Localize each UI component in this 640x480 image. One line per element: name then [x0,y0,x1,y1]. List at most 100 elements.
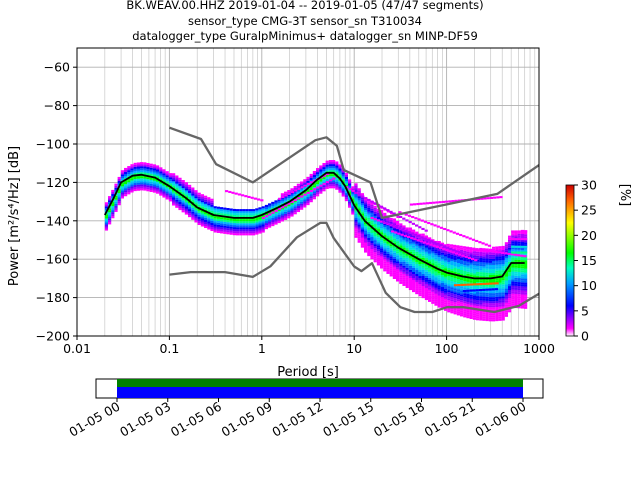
heat-cell [476,294,480,297]
heat-cell [447,269,451,273]
heat-cell [328,170,333,173]
heat-cell [485,298,489,301]
heat-cell [373,234,377,237]
heat-cell [383,208,387,211]
heat-cell [460,302,464,305]
heat-cell [380,226,384,229]
heat-cell [466,295,470,299]
heat-cell [439,226,444,229]
heat-cell [114,201,118,204]
heat-cell [245,227,249,230]
heat-cell [492,274,496,278]
heat-cell [376,249,381,252]
heat-cell [412,275,416,279]
heat-cell [460,280,464,283]
heat-cell [517,263,521,266]
heat-cell [456,303,461,306]
heat-cell [226,232,230,235]
heat-cell [460,265,464,269]
heat-cell [501,294,505,297]
heat-cell [524,282,528,285]
heat-cell [415,292,419,295]
heat-cell [432,244,436,247]
heat-cell [396,222,400,226]
heat-cell [498,318,502,321]
heat-cell [402,239,406,242]
heat-cell [514,259,518,262]
heat-cell [127,170,131,173]
heat-cell [415,267,419,270]
heat-cell [181,192,185,195]
heat-cell [472,251,477,254]
heat-cell [434,271,438,274]
heat-cell [376,219,381,222]
heat-cell [250,196,254,199]
heat-cell [245,221,249,224]
heat-cell [431,257,435,260]
heat-cell [120,170,125,173]
heat-cell [312,195,317,198]
heat-cell [248,219,253,222]
heat-cell [421,249,425,252]
heat-cell [200,212,205,215]
heat-cell [312,197,317,200]
heat-cell [437,259,441,262]
heat-cell [511,271,515,274]
heat-cell [421,267,425,270]
heat-cell [290,194,294,197]
heat-cell [456,287,461,290]
heat-cell [380,238,384,241]
heat-cell [296,195,301,198]
heat-cell [223,209,227,212]
heat-cell [418,249,422,252]
heat-cell [488,287,493,290]
heat-cell [508,300,512,303]
heat-cell [408,287,413,291]
heat-cell [405,237,409,240]
heat-cell [469,268,473,271]
heat-cell [376,261,381,264]
heat-cell [450,285,454,288]
heat-cell [341,184,345,187]
heat-cell [430,240,434,243]
heat-cell [236,221,240,224]
heat-cell [191,205,195,208]
heat-cell [389,227,393,231]
heat-cell [296,205,301,209]
heat-cell [194,200,198,203]
heat-cell [501,298,505,301]
heat-cell [517,255,521,258]
heat-cell [357,220,361,223]
heat-cell [383,251,387,254]
heat-cell [469,312,473,315]
heat-cell [501,316,505,319]
heat-cell [338,184,342,187]
heat-cell [434,279,438,282]
heat-cell [367,211,371,214]
heat-cell [172,201,176,204]
heat-cell [108,208,112,211]
heat-cell [229,226,233,229]
heat-cell [376,227,381,230]
heat-cell [431,297,435,300]
heat-cell [479,316,483,319]
heat-cell [357,188,361,191]
heat-cell [373,236,377,239]
heat-cell [517,251,521,254]
heat-cell [508,261,512,264]
heat-cell [284,217,288,220]
heat-cell [370,238,374,242]
heat-cell [405,275,409,278]
heat-cell [133,189,137,192]
heat-cell [136,168,141,171]
heat-cell [508,310,512,313]
heat-cell [239,211,243,214]
heat-cell [485,258,489,261]
heat-cell [360,221,365,224]
heat-cell [117,182,121,186]
heat-cell [508,288,512,291]
heat-cell [462,235,466,238]
heat-cell [472,297,477,300]
heat-cell [463,285,467,288]
heat-cell [390,212,394,215]
